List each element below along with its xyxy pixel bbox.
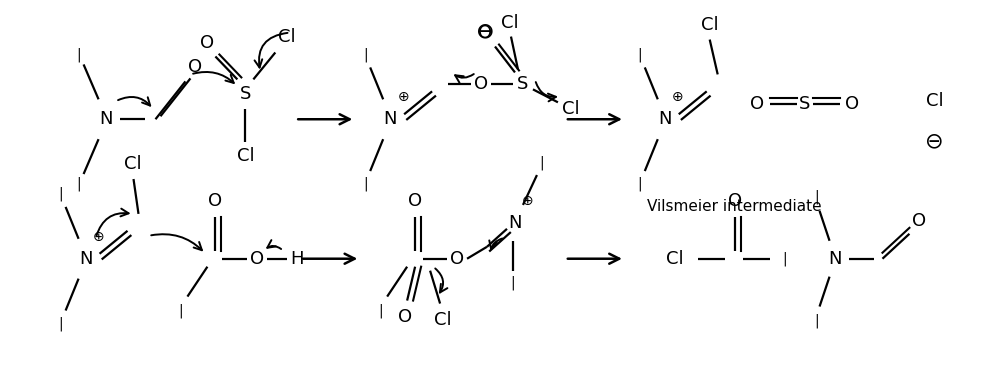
Text: |: | [76, 47, 81, 62]
Text: O: O [208, 192, 222, 210]
Text: N: N [508, 214, 522, 232]
Text: |: | [814, 190, 819, 204]
Text: Cl: Cl [926, 92, 943, 110]
Text: O: O [845, 95, 860, 113]
Text: ⊕: ⊕ [522, 194, 534, 208]
Text: O: O [450, 250, 464, 268]
Text: |: | [637, 177, 642, 191]
Text: N: N [658, 110, 672, 128]
Text: O: O [478, 24, 492, 42]
Text: O: O [474, 75, 488, 93]
Text: O: O [408, 192, 422, 210]
Text: |: | [58, 316, 63, 331]
Text: Cl: Cl [434, 311, 452, 330]
Text: ⊕: ⊕ [397, 90, 409, 104]
Text: O: O [728, 192, 742, 210]
Text: |: | [363, 177, 368, 191]
Text: |: | [637, 47, 642, 62]
Text: |: | [58, 187, 63, 201]
Text: S: S [799, 95, 810, 113]
Text: O: O [200, 34, 214, 52]
Text: |: | [378, 303, 382, 318]
Text: |: | [511, 275, 515, 290]
Text: Cl: Cl [666, 250, 684, 268]
Text: S: S [240, 85, 251, 103]
Text: Vilsmeier intermediate: Vilsmeier intermediate [647, 199, 822, 214]
Text: O: O [188, 58, 202, 76]
Text: O: O [250, 250, 264, 268]
Text: O: O [912, 212, 926, 230]
Text: S: S [517, 75, 529, 93]
Text: Cl: Cl [278, 28, 296, 45]
Text: ⊕: ⊕ [672, 90, 684, 104]
Text: O: O [750, 95, 764, 113]
Text: |: | [76, 177, 81, 191]
Text: Cl: Cl [237, 147, 254, 165]
Text: N: N [828, 250, 841, 268]
Text: ⊖: ⊖ [925, 131, 944, 151]
Text: |: | [814, 313, 819, 328]
Text: ⊕: ⊕ [93, 230, 104, 244]
Text: |: | [178, 303, 183, 318]
Text: N: N [79, 250, 92, 268]
Text: |: | [363, 47, 368, 62]
Text: Cl: Cl [124, 155, 141, 173]
Text: Cl: Cl [562, 100, 580, 118]
Text: N: N [99, 110, 112, 128]
Text: N: N [383, 110, 397, 128]
Text: ⊖: ⊖ [476, 21, 494, 42]
Text: Cl: Cl [501, 14, 519, 32]
Text: H: H [291, 250, 304, 268]
Text: O: O [398, 307, 412, 325]
Text: |: | [782, 251, 787, 266]
Text: |: | [540, 156, 544, 170]
Text: Cl: Cl [701, 15, 719, 34]
